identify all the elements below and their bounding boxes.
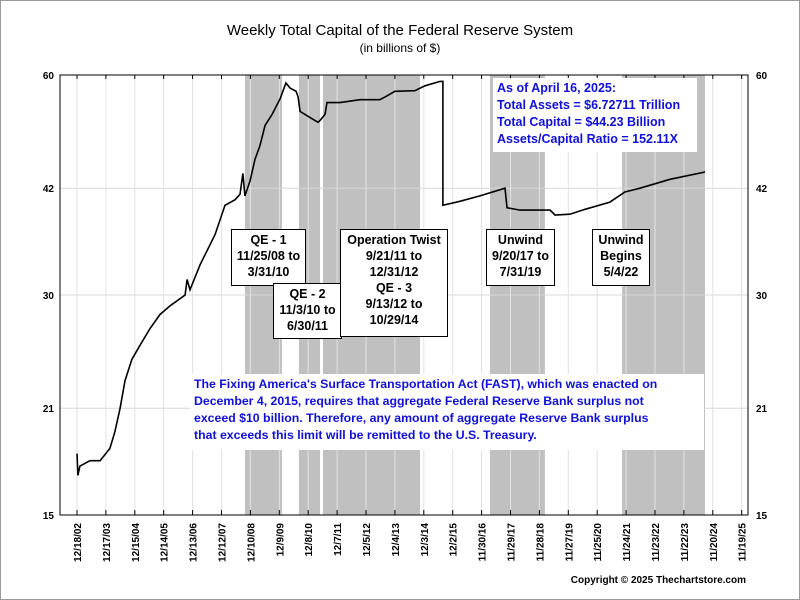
- twist-line-6: 10/29/14: [369, 313, 419, 327]
- y-tick-label-right: 21: [756, 404, 768, 415]
- copyright: Copyright © 2025 Thechartstore.com: [570, 575, 746, 586]
- x-tick-label: 12/8/10: [304, 523, 315, 557]
- x-tick-label: 12/13/06: [189, 523, 200, 562]
- x-tick-label: 11/23/22: [651, 523, 662, 562]
- summary-ratio: Assets/Capital Ratio = 152.11X: [497, 132, 678, 146]
- summary-assets: Total Assets = $6.72711 Trillion: [497, 98, 681, 112]
- summary-box: As of April 16, 2025: Total Assets = $6.…: [493, 78, 697, 152]
- fast-line-4: that exceeds this limit will be remitted…: [194, 428, 537, 442]
- x-tick-label: 11/22/23: [680, 523, 691, 562]
- x-tick-label: 12/14/05: [160, 523, 171, 562]
- x-tick-label: 11/20/24: [709, 523, 720, 562]
- y-tick-label-left: 42: [43, 184, 55, 195]
- x-tick-label: 12/4/13: [391, 523, 402, 557]
- chart-title: Weekly Total Capital of the Federal Rese…: [227, 22, 573, 39]
- annotation-qe2: QE - 2 11/3/10 to 6/30/11: [273, 283, 342, 339]
- twist-line-1: Operation Twist: [347, 233, 441, 247]
- twist-line-4: QE - 3: [375, 281, 413, 295]
- qe1-line-3: 3/31/10: [247, 265, 290, 279]
- unwind-line-2: 9/20/17 to: [492, 249, 549, 263]
- x-tick-label: 12/18/02: [73, 523, 84, 562]
- annotation-unwind: Unwind 9/20/17 to 7/31/19: [486, 229, 555, 286]
- y-tick-label-left: 15: [43, 511, 55, 522]
- y-tick-label-right: 30: [756, 291, 768, 302]
- twist-line-5: 9/13/12 to: [365, 297, 423, 311]
- y-tick-label-left: 21: [43, 404, 55, 415]
- twist-line-2: 9/21/11 to: [365, 249, 423, 263]
- y-tick-label-right: 60: [756, 71, 768, 82]
- twist-line-3: 12/31/12: [369, 265, 419, 279]
- plot-border: [59, 74, 749, 516]
- unwind2-line-3: 5/4/22: [603, 265, 639, 279]
- x-tick-label: 11/27/19: [564, 523, 575, 562]
- qe1-line-2: 11/25/08 to: [236, 249, 301, 263]
- summary-date: As of April 16, 2025:: [497, 81, 617, 95]
- x-tick-label: 12/12/07: [218, 523, 229, 562]
- x-tick-label: 12/15/04: [131, 523, 142, 562]
- summary-capital: Total Capital = $44.23 Billion: [497, 115, 666, 129]
- y-tick-label-left: 60: [43, 71, 55, 82]
- x-tick-label: 12/7/11: [333, 523, 344, 556]
- x-tick-label: 12/5/12: [362, 523, 373, 557]
- x-tick-label: 12/9/09: [275, 523, 286, 557]
- y-tick-label-right: 42: [756, 184, 768, 195]
- x-tick-label: 11/24/21: [622, 523, 633, 562]
- fast-line-3: exceed $10 billion. Therefore, any amoun…: [194, 411, 649, 425]
- unwind2-line-2: Begins: [600, 249, 642, 263]
- qe2-line-2: 11/3/10 to: [279, 303, 336, 317]
- x-tick-label: 12/17/03: [102, 523, 113, 562]
- annotation-twist-qe3: Operation Twist 9/21/11 to 12/31/12 QE -…: [340, 229, 448, 337]
- y-tick-label-right: 15: [756, 511, 768, 522]
- x-tick-label: 12/3/14: [420, 523, 431, 557]
- y-tick-label-left: 30: [43, 291, 55, 302]
- x-tick-label: 11/28/18: [535, 523, 546, 562]
- chart-subtitle: (in billions of $): [360, 41, 441, 55]
- unwind-line-3: 7/31/19: [499, 265, 542, 279]
- x-tick-label: 12/10/08: [246, 523, 257, 562]
- x-tick-label: 12/2/15: [449, 523, 460, 557]
- fast-line-1: The Fixing America's Surface Transportat…: [194, 377, 658, 391]
- qe2-line-3: 6/30/11: [286, 319, 328, 333]
- fast-act-note: The Fixing America's Surface Transportat…: [190, 374, 704, 450]
- qe1-line-1: QE - 1: [250, 233, 287, 247]
- unwind2-line-1: Unwind: [598, 233, 644, 247]
- unwind-line-1: Unwind: [497, 233, 544, 247]
- x-tick-label: 11/30/16: [478, 523, 489, 562]
- annotation-qe1: QE - 1 11/25/08 to 3/31/10: [231, 229, 306, 286]
- qe2-line-1: QE - 2: [289, 287, 326, 301]
- x-tick-label: 11/29/17: [507, 523, 518, 562]
- annotation-unwind-begins: Unwind Begins 5/4/22: [592, 229, 650, 286]
- x-tick-label: 11/25/20: [593, 523, 604, 562]
- fast-line-2: December 4, 2015, requires that aggregat…: [194, 394, 644, 408]
- x-tick-label: 11/19/25: [738, 523, 749, 562]
- series-line-total-capital: [76, 80, 706, 476]
